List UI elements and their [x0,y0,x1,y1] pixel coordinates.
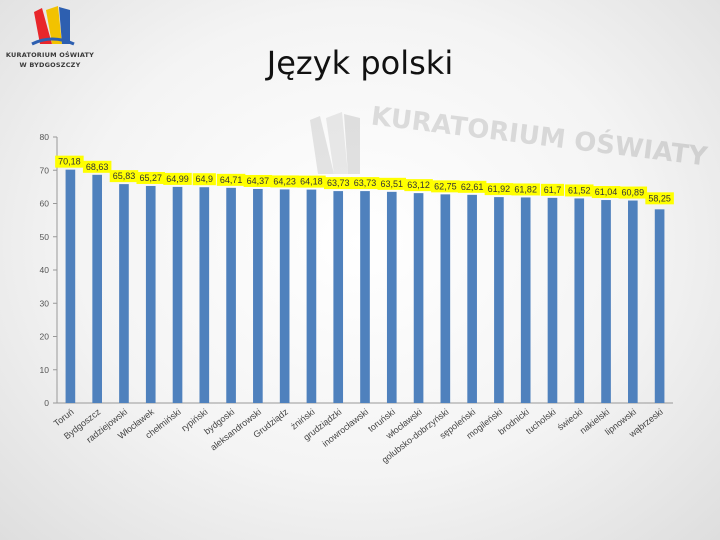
bar [628,200,638,403]
bar [494,197,504,403]
data-label: 64,23 [273,176,296,186]
bar [360,191,370,403]
bar [547,197,558,403]
data-label-bg [270,175,299,188]
data-label-bg [350,177,380,190]
y-tick-label: 10 [40,365,50,375]
watermark-graphic [310,112,360,174]
data-label: 61,52 [568,185,591,195]
x-axis-labels: ToruńBydgoszczradziejowskiWłocławekchełm… [52,406,665,465]
kuratorium-logo: KURATORIUM OŚWIATY W BYDGOSZCZY [4,4,104,80]
y-tick-label: 70 [40,165,50,175]
data-label-bg [540,183,565,196]
data-label-bg [457,180,487,193]
data-label-bg [163,172,192,185]
data-label-bg [297,175,326,188]
data-label: 63,73 [327,178,350,188]
data-label-bg [565,184,594,197]
bar [306,189,317,403]
bar [520,197,531,403]
bar [333,191,344,403]
data-label: 65,27 [139,173,162,183]
bar [172,186,183,403]
bar [413,193,424,403]
data-label-bg [82,160,112,173]
bar [92,174,102,403]
data-label-bg [216,173,246,186]
bar [467,194,477,403]
data-label: 68,63 [86,162,109,172]
y-tick-label: 40 [40,265,50,275]
data-label: 63,12 [407,180,430,190]
data-label: 64,9 [196,174,214,184]
bar-series [65,169,665,403]
data-label: 61,04 [595,187,618,197]
y-tick-label: 30 [40,298,50,308]
data-label: 64,99 [166,174,189,184]
slide-title: Język polski [266,44,454,82]
data-label: 62,61 [461,182,484,192]
y-tick-label: 60 [40,199,50,209]
data-label: 64,37 [247,176,270,186]
data-label-bg [591,186,621,199]
y-tick-label: 50 [40,232,50,242]
x-tick-label: brodnicki [496,407,531,437]
data-label: 58,25 [648,193,671,203]
data-label-bg [484,183,514,196]
data-label: 61,7 [544,185,562,195]
data-label-bg [618,186,648,199]
bar [145,185,156,403]
bar [654,209,665,403]
data-label: 64,18 [300,177,323,187]
y-tick-label: 20 [40,332,50,342]
data-label: 61,92 [488,184,511,194]
data-label-bg [511,183,540,196]
bar [574,198,585,403]
data-label-bg [377,177,407,190]
data-label: 61,82 [514,184,537,194]
bar [226,187,236,403]
data-label-bg [404,179,433,192]
bar [119,184,129,403]
data-label-bg [645,192,674,205]
data-label-bg [192,173,216,186]
bar [601,200,611,403]
logo-graphic [31,6,75,46]
bar [386,191,397,403]
bar [440,194,451,403]
y-tick-label: 80 [40,132,50,142]
data-label-bg [323,177,353,190]
logo-text-line1: KURATORIUM OŚWIATY [5,51,95,59]
bar [199,187,210,403]
x-tick-label: tucholski [524,407,558,436]
data-label: 64,71 [220,175,243,185]
data-label: 62,75 [434,181,457,191]
data-label-bg [55,155,84,168]
data-label-bg [431,180,460,193]
data-label: 65,83 [113,171,136,181]
bar [279,189,290,403]
data-label: 60,89 [622,188,645,198]
data-label-bg [243,174,273,187]
logo-text-line2: W BYDGOSZCZY [19,61,81,69]
data-label: 63,73 [354,178,377,188]
data-label: 63,51 [381,179,404,189]
data-label-bg [109,170,139,183]
y-tick-label: 0 [44,398,49,408]
bar [253,188,263,403]
bar [65,169,76,403]
data-label-bg [136,171,165,184]
data-label: 70,18 [58,157,81,167]
watermark: KURATORIUM OŚWIATY [300,100,709,260]
